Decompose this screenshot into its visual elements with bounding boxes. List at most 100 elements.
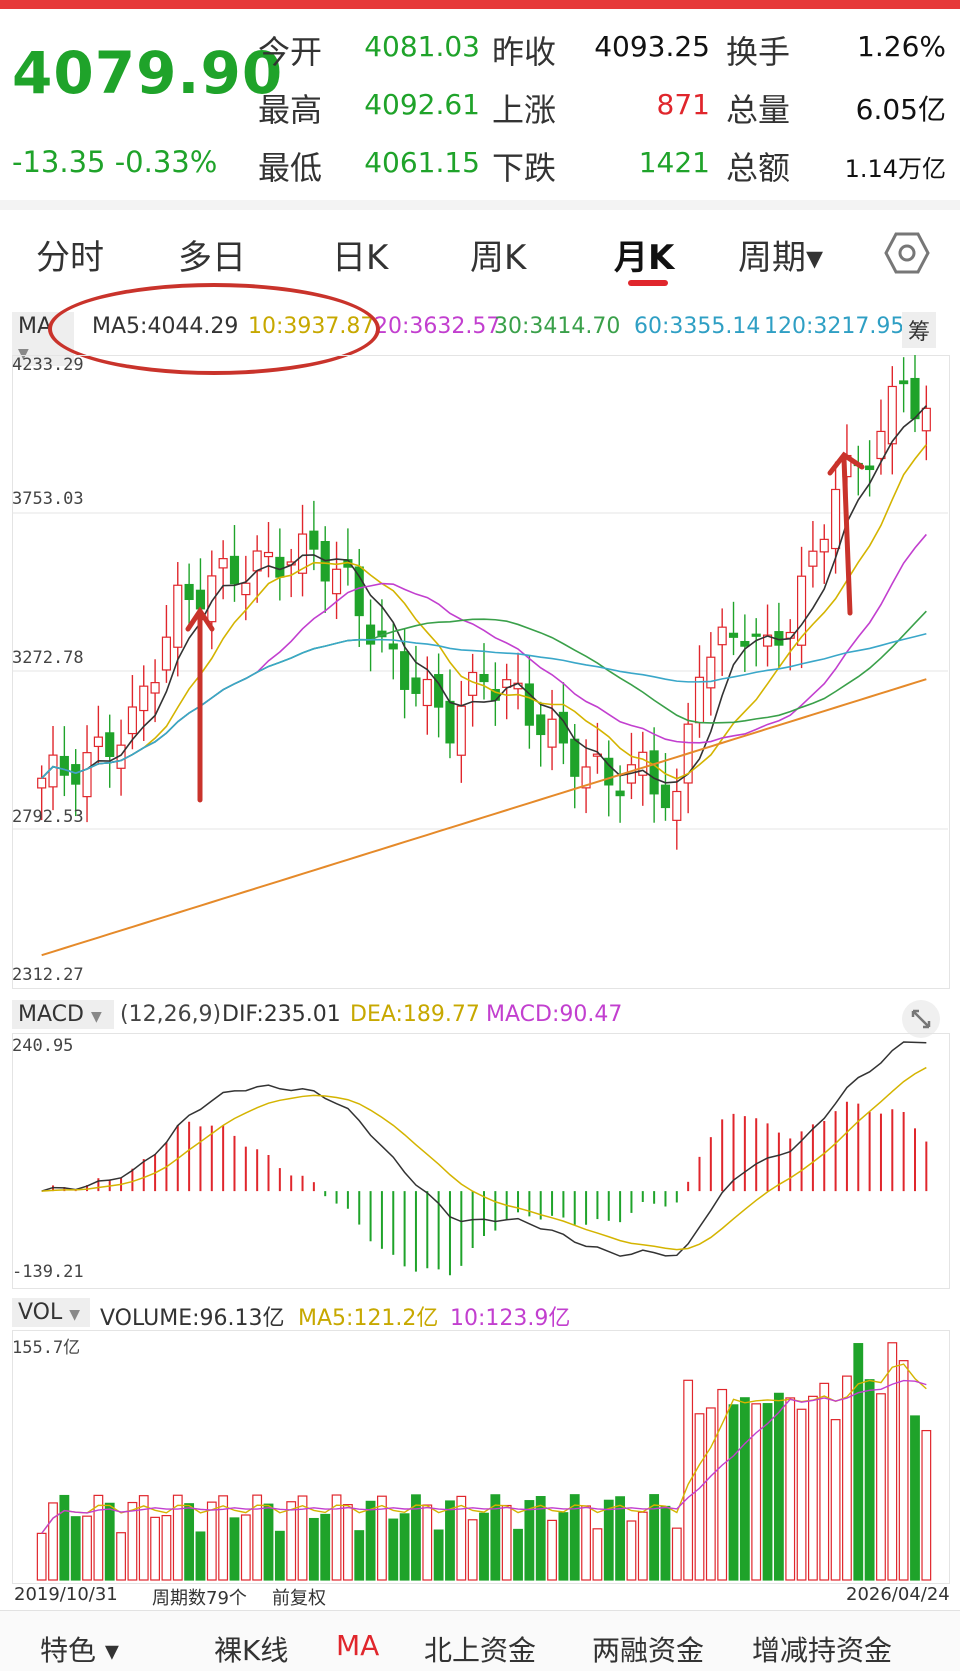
volume-bar — [887, 1342, 898, 1581]
candle-body — [229, 555, 240, 585]
ma60-line — [41, 632, 927, 779]
candle-body — [59, 755, 69, 776]
tab-ma[interactable]: MA — [336, 1629, 380, 1662]
candle-body — [694, 676, 705, 724]
advancers-value: 871 — [656, 88, 710, 121]
candle-body — [400, 651, 410, 690]
volume-bar — [547, 1519, 557, 1581]
tab-northbound[interactable]: 北上资金 — [424, 1634, 537, 1667]
tab-weekly-k[interactable]: 周K — [470, 238, 527, 278]
volume-bar — [603, 1499, 614, 1581]
volume-bar — [240, 1514, 251, 1581]
tab-special[interactable]: 特色 ▾ — [40, 1634, 119, 1667]
vol-selector-label: VOL — [18, 1300, 63, 1325]
candle-body — [615, 790, 625, 797]
candle-body — [71, 764, 81, 785]
volume-bar — [739, 1397, 750, 1581]
candle-body — [887, 385, 897, 445]
candle-body — [876, 430, 886, 460]
volume-bar — [195, 1531, 206, 1581]
candle-body — [456, 705, 466, 756]
tab-margin[interactable]: 两融资金 — [592, 1634, 705, 1667]
settings-hex-icon[interactable] — [884, 230, 930, 276]
volume-legend: VOLUME:96.13亿 — [100, 1306, 285, 1331]
candle-body — [388, 643, 398, 650]
volume-bar — [274, 1530, 285, 1581]
volume-bar — [513, 1528, 523, 1581]
volume-bar — [297, 1495, 308, 1581]
adjust-mode[interactable]: 前复权 — [272, 1588, 326, 1609]
macd-panel — [12, 1033, 950, 1289]
ma20-legend: 20:3632.57 — [374, 314, 501, 339]
volume-bar — [184, 1503, 195, 1581]
ma30-legend: 30:3414.70 — [494, 314, 621, 339]
volume-bar — [445, 1500, 455, 1581]
candle-body — [297, 533, 308, 574]
volume-bar — [172, 1494, 183, 1581]
macd-chart — [41, 1041, 928, 1276]
macd-axis-min: -139.21 — [12, 1262, 84, 1282]
tab-monthly-k[interactable]: 月K — [614, 238, 675, 278]
volume-bar — [411, 1494, 421, 1581]
candle-body — [865, 465, 875, 471]
tab-intraday[interactable]: 分时 — [36, 238, 104, 278]
candle-body — [468, 671, 478, 696]
candle-body — [536, 714, 546, 736]
volume-bar — [842, 1375, 852, 1581]
volume-panel — [12, 1330, 950, 1584]
candle-body — [161, 636, 171, 671]
chip-distribution-button[interactable]: 筹 — [902, 312, 937, 348]
volume-bar — [694, 1413, 705, 1581]
decliners-value: 1421 — [638, 146, 710, 179]
tab-holdings-change[interactable]: 增减持资金 — [752, 1634, 893, 1667]
candle-body — [604, 757, 614, 786]
macd-selector[interactable]: MACD ▼ — [12, 1000, 114, 1029]
volume-bar — [433, 1529, 444, 1581]
volume-bar — [218, 1495, 229, 1581]
volume-bar — [229, 1517, 240, 1581]
volume-bar — [637, 1511, 648, 1581]
vol-selector[interactable]: VOL ▼ — [12, 1298, 90, 1327]
volume-bar — [660, 1505, 671, 1581]
tab-bare-k[interactable]: 裸K线 — [214, 1634, 289, 1667]
tab-period-dropdown[interactable]: 周期▾ — [738, 238, 824, 278]
volume-bar — [138, 1495, 149, 1581]
candle-body — [331, 568, 342, 595]
volume-bar — [479, 1512, 489, 1581]
volume-bar — [773, 1392, 784, 1581]
volume-bar — [116, 1532, 126, 1581]
low-value: 4061.15 — [364, 146, 480, 179]
candle-body — [717, 626, 727, 646]
candle-body — [831, 488, 841, 550]
candle-body — [48, 754, 58, 788]
amount-value: 1.14万亿 — [844, 155, 946, 183]
volume-bar — [558, 1512, 569, 1581]
annotation-arrow — [185, 606, 215, 803]
volume-bar — [898, 1360, 909, 1581]
candle-body — [524, 683, 534, 726]
macd-legend: MACD:90.47 — [486, 1002, 623, 1027]
candle-body — [547, 718, 557, 748]
turnover-value: 1.26% — [857, 30, 946, 63]
volume-bar — [365, 1500, 376, 1581]
volume-bar — [819, 1382, 830, 1581]
decliners-label: 下跌 — [492, 149, 557, 187]
volume-chart — [36, 1342, 932, 1581]
vol-ma5-legend: MA5:121.2亿 — [298, 1306, 439, 1331]
volume-value: 6.05亿 — [855, 93, 946, 126]
tab-daily-k[interactable]: 日K — [332, 238, 389, 278]
expand-icon[interactable] — [902, 1000, 940, 1038]
open-value: 4081.03 — [364, 30, 480, 63]
volume-bar — [705, 1407, 716, 1581]
candle-body — [275, 556, 285, 578]
tab-multi-day[interactable]: 多日 — [178, 238, 246, 278]
high-value: 4092.61 — [364, 88, 480, 121]
volume-bar — [127, 1501, 138, 1581]
price-axis-tick: 3272.78 — [12, 648, 84, 668]
volume-bar — [751, 1403, 762, 1581]
volume-bar — [762, 1403, 773, 1581]
candle-body — [592, 753, 602, 757]
candle-body — [366, 624, 376, 645]
price-axis-tick: 3753.03 — [12, 489, 84, 509]
volume-bar — [876, 1393, 886, 1581]
